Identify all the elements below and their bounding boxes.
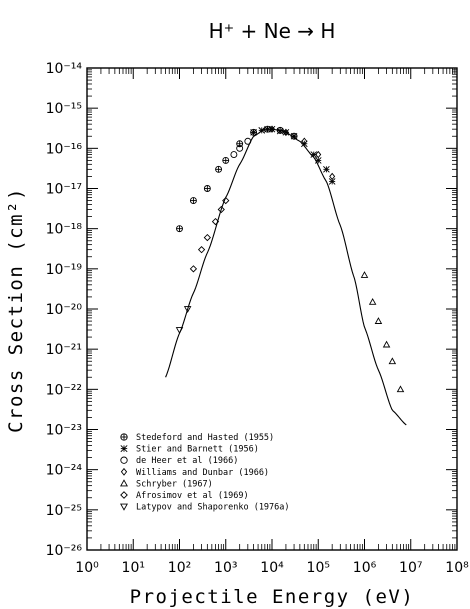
y-tick-label: 10⁻²⁵	[46, 503, 82, 519]
y-tick-label: 10⁻¹⁸	[46, 222, 83, 238]
data-point	[203, 185, 211, 192]
data-point	[368, 298, 377, 305]
data-point	[314, 157, 322, 164]
y-tick-label: 10⁻¹⁹	[46, 262, 83, 278]
y-tick-label: 10⁻²⁰	[46, 302, 83, 318]
legend-item: Afrosimov et al (1969)	[120, 491, 249, 501]
data-point	[323, 166, 330, 173]
data-point	[374, 317, 383, 324]
series-6	[189, 196, 230, 273]
x-tick-label: 10⁸	[445, 560, 469, 576]
data-point	[396, 385, 405, 393]
data-point	[388, 357, 397, 365]
data-point	[211, 217, 220, 226]
data-point	[328, 178, 336, 185]
series-3	[230, 137, 252, 159]
data-point	[269, 125, 275, 133]
data-point	[315, 150, 322, 159]
y-tick-label: 10⁻¹⁶	[46, 141, 83, 157]
x-tick-label: 10⁰	[75, 560, 99, 576]
tick-marks	[87, 68, 457, 550]
data-point	[236, 144, 244, 152]
legend-marker	[120, 503, 128, 511]
tick-labels-layer: 10⁰ 10¹ 10² 10³ 10⁴ 10⁵ 10⁶ 10⁷ 10⁸ 10⁻²⁶ 10⁻²⁵ 10⁻…	[46, 61, 470, 576]
legend-item: Williams and Dunbar (1966)	[120, 467, 269, 478]
legend-item: Stier and Barnett (1956)	[120, 445, 259, 455]
y-tick-label: 10⁻¹⁴	[46, 61, 83, 77]
legend-label: Afrosimov et al (1969)	[136, 491, 249, 501]
legend-marker	[120, 467, 128, 476]
data-point	[382, 340, 391, 348]
data-point	[301, 137, 308, 145]
legend-marker	[120, 433, 128, 441]
legend-label: Stier and Barnett (1956)	[136, 445, 259, 455]
series-4	[269, 125, 336, 181]
fit-curve	[165, 128, 407, 426]
series-1	[176, 125, 298, 233]
x-tick-label: 10⁷	[399, 560, 422, 576]
y-tick-label: 10⁻²⁶	[46, 543, 83, 559]
data-point	[244, 137, 252, 145]
x-tick-label: 10⁵	[307, 560, 330, 576]
y-tick-label: 10⁻¹⁷	[46, 182, 82, 198]
fit-curve-layer	[165, 128, 407, 426]
data-point	[217, 205, 225, 214]
legend-item: Stedeford and Hasted (1955)	[120, 433, 274, 443]
y-tick-label: 10⁻²³	[46, 423, 82, 439]
x-tick-label: 10³	[214, 560, 237, 576]
data-point	[175, 327, 184, 334]
series-5	[360, 271, 405, 393]
data-point	[197, 246, 206, 254]
legend-label: de Heer et al (1966)	[136, 456, 238, 466]
legend-marker	[120, 491, 128, 499]
y-axis-label: Cross Section (cm²)	[5, 187, 27, 433]
data-point	[329, 172, 336, 181]
legend: Stedeford and Hasted (1955) Stier and Bar…	[120, 433, 290, 513]
data-point	[360, 271, 369, 278]
data-point	[189, 265, 198, 273]
chart-title: H⁺ + Ne → H	[209, 19, 336, 43]
data-point	[222, 196, 230, 205]
legend-item: Latypov and Shaporenko (1976a)	[120, 503, 290, 513]
data-point	[250, 129, 257, 136]
y-tick-label: 10⁻²¹	[46, 342, 82, 358]
data-point	[290, 132, 298, 140]
legend-item: de Heer et al (1966)	[120, 456, 238, 466]
y-tick-label: 10⁻¹⁵	[46, 101, 82, 117]
y-tick-label: 10⁻²²	[46, 382, 82, 398]
x-axis-label: Projectile Energy (eV)	[130, 586, 415, 608]
x-tick-label: 10⁴	[260, 560, 284, 576]
x-tick-label: 10¹	[122, 560, 145, 576]
legend-label: Williams and Dunbar (1966)	[136, 468, 269, 478]
data-point	[282, 128, 289, 137]
data-point	[222, 156, 230, 164]
data-point	[183, 306, 192, 313]
legend-marker	[120, 479, 128, 487]
data-point	[203, 233, 211, 242]
legend-item: Schryber (1967)	[120, 479, 213, 489]
data-point	[215, 165, 223, 173]
legend-label: Stedeford and Hasted (1955)	[136, 433, 274, 443]
y-tick-label: 10⁻²⁴	[46, 463, 83, 479]
data-points-layer	[175, 125, 405, 393]
data-point	[276, 127, 284, 135]
data-point	[176, 225, 183, 233]
data-point	[310, 151, 318, 158]
series-7	[175, 306, 192, 334]
data-point	[258, 127, 266, 134]
x-tick-label: 10⁶	[353, 560, 377, 576]
data-point	[189, 197, 197, 205]
legend-marker	[120, 445, 128, 453]
legend-label: Schryber (1967)	[136, 479, 213, 489]
x-tick-label: 10²	[168, 560, 191, 576]
data-point	[230, 151, 238, 159]
legend-marker	[120, 456, 128, 464]
legend-label: Latypov and Shaporenko (1976a)	[136, 503, 290, 513]
